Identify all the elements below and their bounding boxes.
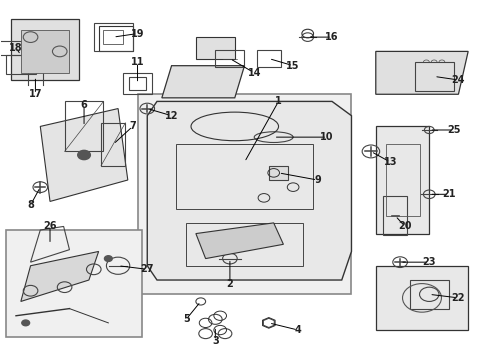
Text: 9: 9 xyxy=(313,175,320,185)
Text: 22: 22 xyxy=(451,293,464,303)
Bar xyxy=(128,77,146,90)
Bar xyxy=(0,41,42,55)
Text: 3: 3 xyxy=(211,336,218,346)
Text: 11: 11 xyxy=(130,57,144,67)
Text: 5: 5 xyxy=(183,314,189,324)
Bar xyxy=(382,196,407,235)
Text: 17: 17 xyxy=(29,89,42,99)
FancyBboxPatch shape xyxy=(6,230,142,337)
Polygon shape xyxy=(21,251,99,301)
Bar xyxy=(122,73,152,94)
Text: 16: 16 xyxy=(325,32,338,42)
Polygon shape xyxy=(147,102,351,280)
Bar xyxy=(196,37,234,59)
Polygon shape xyxy=(196,223,283,258)
Text: 1: 1 xyxy=(275,96,282,107)
Circle shape xyxy=(104,256,112,261)
Bar xyxy=(409,280,448,309)
Text: 23: 23 xyxy=(422,257,435,267)
Bar xyxy=(176,144,312,208)
Text: 13: 13 xyxy=(383,157,396,167)
Polygon shape xyxy=(375,51,467,94)
Bar xyxy=(64,102,103,152)
Polygon shape xyxy=(375,266,467,330)
Bar xyxy=(268,166,287,180)
Bar xyxy=(5,55,36,73)
Text: 7: 7 xyxy=(129,121,136,131)
Polygon shape xyxy=(11,19,79,80)
Text: 15: 15 xyxy=(286,61,299,71)
Bar xyxy=(101,123,125,166)
Text: 24: 24 xyxy=(451,75,464,85)
Bar xyxy=(215,50,244,67)
Circle shape xyxy=(22,320,30,326)
Text: 20: 20 xyxy=(397,221,411,231)
Bar xyxy=(186,223,302,266)
Text: 4: 4 xyxy=(294,325,301,335)
Text: 14: 14 xyxy=(247,68,261,78)
Polygon shape xyxy=(375,126,428,234)
Text: 19: 19 xyxy=(130,28,144,39)
Text: 26: 26 xyxy=(43,221,57,231)
Bar xyxy=(21,30,69,73)
Bar xyxy=(94,23,132,51)
Text: 8: 8 xyxy=(27,200,34,210)
Polygon shape xyxy=(40,109,127,202)
Bar xyxy=(385,144,419,216)
Text: 18: 18 xyxy=(9,43,23,53)
Text: 10: 10 xyxy=(320,132,333,142)
Text: 25: 25 xyxy=(446,125,459,135)
Bar xyxy=(256,50,281,67)
Bar xyxy=(414,62,453,91)
Text: 6: 6 xyxy=(81,100,87,110)
Bar xyxy=(103,30,122,44)
Polygon shape xyxy=(162,66,244,98)
Bar xyxy=(99,26,132,51)
FancyBboxPatch shape xyxy=(137,94,351,294)
Text: 27: 27 xyxy=(140,264,154,274)
Text: 21: 21 xyxy=(441,189,454,199)
Text: 12: 12 xyxy=(164,111,178,121)
Text: 2: 2 xyxy=(226,279,233,289)
Circle shape xyxy=(78,150,90,159)
